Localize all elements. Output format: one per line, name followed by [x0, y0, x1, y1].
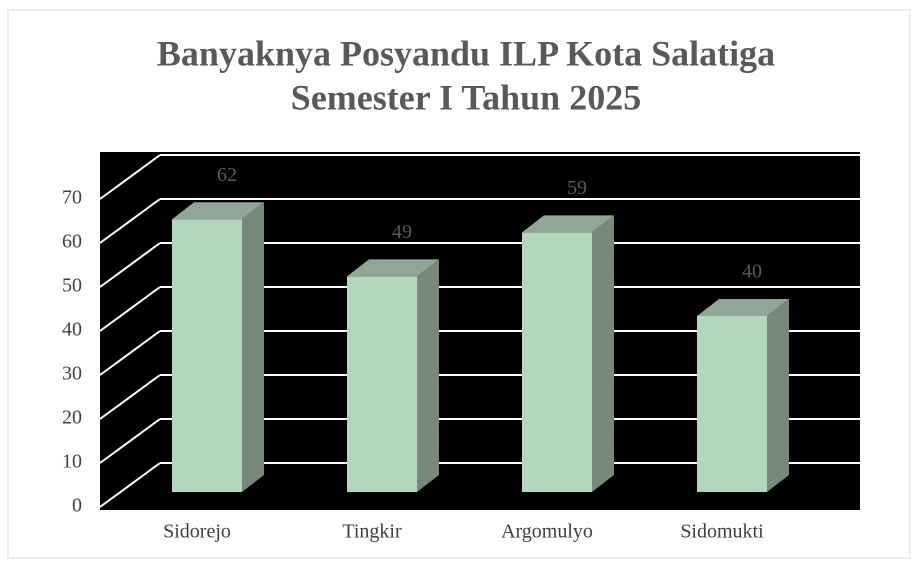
bar-top — [172, 202, 264, 220]
chart-title: Banyaknya Posyandu ILP Kota Salatiga — [157, 33, 775, 73]
y-tick-label: 30 — [62, 363, 82, 385]
grid-line-depth — [99, 286, 161, 332]
x-tick-label: Argomulyo — [501, 521, 593, 543]
grid-line-depth — [99, 374, 161, 420]
bar-side — [417, 259, 439, 492]
value-label: 40 — [742, 261, 762, 283]
value-label: 49 — [392, 221, 412, 243]
bar-top — [522, 215, 614, 233]
bar-top — [347, 259, 439, 277]
bar-side — [242, 202, 264, 492]
bar-side — [592, 215, 614, 492]
grid-line-depth — [99, 418, 161, 464]
bar-front — [347, 276, 417, 492]
bar-front — [172, 219, 242, 492]
grid-line-depth — [99, 330, 161, 376]
bar-top — [697, 299, 789, 316]
y-tick-label: 0 — [72, 495, 82, 517]
grid-line-depth — [99, 242, 161, 288]
value-label: 59 — [567, 177, 587, 199]
y-tick-label: 50 — [62, 275, 82, 297]
x-tick-label: Tingkir — [342, 521, 402, 543]
bar-front — [697, 316, 767, 492]
bar-side — [767, 299, 789, 492]
chart-subtitle: Semester I Tahun 2025 — [291, 77, 641, 117]
y-tick-label: 70 — [62, 187, 82, 209]
y-tick-label: 20 — [62, 407, 82, 429]
value-label: 62 — [217, 164, 237, 186]
y-tick-label: 40 — [62, 319, 82, 341]
x-tick-label: Sidomukti — [680, 521, 764, 543]
grid-line-depth — [99, 154, 161, 200]
x-tick-label: Sidorejo — [163, 521, 231, 543]
grid-line-depth — [99, 462, 161, 508]
grid-line-depth — [99, 198, 161, 244]
y-tick-label: 10 — [62, 451, 82, 473]
bar-front — [522, 232, 592, 492]
y-tick-label: 60 — [62, 231, 82, 253]
